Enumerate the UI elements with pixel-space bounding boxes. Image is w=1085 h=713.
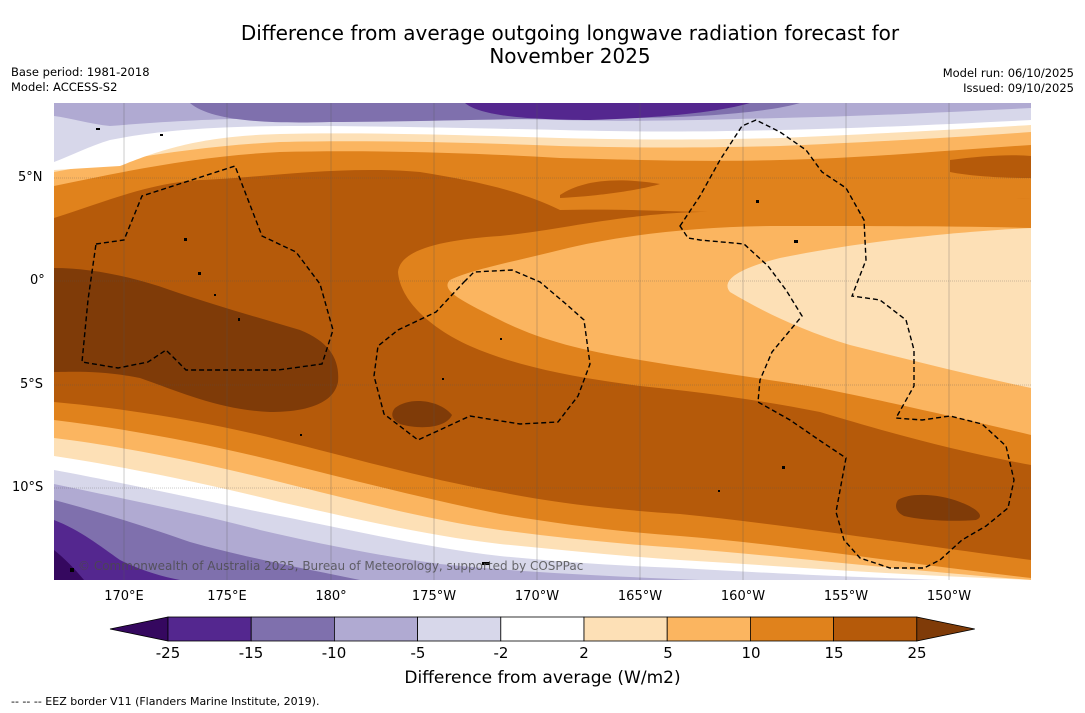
title-line-1: Difference from average outgoing longwav… [240, 21, 900, 45]
band-south-lt-m25 [54, 550, 84, 580]
patch-gt15-west [54, 268, 339, 412]
island-speck [184, 238, 187, 241]
colorbar-tick-label: -15 [238, 644, 264, 662]
island-speck [160, 134, 163, 136]
colorbar-tick-label: 25 [907, 644, 927, 662]
eez-west [81, 165, 334, 371]
colorbar-segment [583, 616, 668, 642]
island-speck [794, 240, 798, 243]
model-name: Model: ACCESS-S2 [11, 79, 118, 94]
lon-label-150w: 150°W [926, 589, 972, 604]
lon-label-165w: 165°W [617, 589, 663, 604]
colorbar-segment [167, 616, 252, 642]
meta-left: Base period: 1981-2018 Model: ACCESS-S2 [11, 65, 150, 94]
meta-right: Model run: 06/10/2025 Issued: 09/10/2025 [943, 66, 1074, 95]
colorbar-extend-low [109, 616, 169, 642]
island-speck [70, 568, 74, 572]
lon-label-175e: 175°E [207, 589, 247, 604]
issued-date: Issued: 09/10/2025 [963, 80, 1074, 95]
eez-center [373, 269, 591, 441]
band-south-m15tom10 [54, 500, 360, 580]
colorbar-tick-label: -25 [155, 644, 181, 662]
colorbar-segment [500, 616, 585, 642]
colorbar-segment [417, 616, 502, 642]
island-speck [500, 338, 502, 340]
colorbar-extend-high [916, 616, 975, 642]
island-speck [214, 294, 216, 296]
colorbar-segment [666, 616, 751, 642]
lat-label-10s: 10°S [12, 480, 44, 495]
colorbar [109, 616, 975, 642]
lon-label-175w: 175°W [411, 589, 457, 604]
gridlines [54, 103, 1031, 580]
lon-label-170e: 170°E [104, 589, 144, 604]
map-title: Difference from average outgoing longwav… [200, 22, 940, 68]
island-speck [442, 378, 444, 380]
island-speck [782, 466, 785, 469]
island-speck [300, 434, 302, 436]
lat-label-5s: 5°S [20, 377, 44, 392]
base-period: Base period: 1981-2018 [11, 65, 150, 79]
tongue-2to5 [727, 228, 1031, 388]
eez-east [679, 119, 1015, 569]
patch-gt15-center [392, 400, 452, 428]
colorbar-tick-label: 5 [663, 644, 673, 662]
patch-15to25-north-2 [560, 180, 660, 198]
colorbar-segment [333, 616, 418, 642]
island-speck [756, 200, 759, 203]
model-run: Model run: 06/10/2025 [942, 66, 1074, 80]
anomaly-field [54, 103, 1031, 580]
lon-label-170w: 170°W [514, 589, 560, 604]
lat-label-5n: 5°N [18, 170, 43, 185]
eez-borders [81, 119, 1015, 569]
colorbar-tick-label: -2 [493, 644, 509, 662]
title-line-2: November 2025 [489, 44, 651, 68]
patch-15to25-north [950, 155, 1031, 178]
island-speck [198, 272, 201, 275]
colorbar-segment [833, 616, 918, 642]
band-south-m25tom15 [54, 520, 180, 580]
colorbar-segment [750, 616, 835, 642]
patch-gt15-east [896, 494, 981, 521]
copyright-notice: © Commonwealth of Australia 2025, Bureau… [78, 559, 584, 573]
colorbar-tick-label: -5 [410, 644, 426, 662]
eez-footnote: -- -- -- EEZ border V11 (Flanders Marine… [11, 695, 320, 708]
island-speck [238, 318, 240, 321]
colorbar-tick-label: 10 [741, 644, 761, 662]
lon-label-155w: 155°W [823, 589, 869, 604]
colorbar-tick-label: 2 [579, 644, 589, 662]
island-specks [70, 128, 798, 572]
island-speck [96, 128, 100, 130]
colorbar-tick-label: -10 [321, 644, 347, 662]
lat-label-0: 0° [30, 273, 45, 288]
island-speck [482, 562, 490, 565]
colorbar-tick-label: 15 [824, 644, 844, 662]
lon-label-160w: 160°W [720, 589, 766, 604]
colorbar-title: Difference from average (W/m2) [404, 668, 681, 688]
lon-label-180: 180° [315, 589, 347, 604]
island-speck [718, 490, 720, 492]
band-north-m25tom15 [465, 103, 750, 120]
colorbar-segment [250, 616, 335, 642]
